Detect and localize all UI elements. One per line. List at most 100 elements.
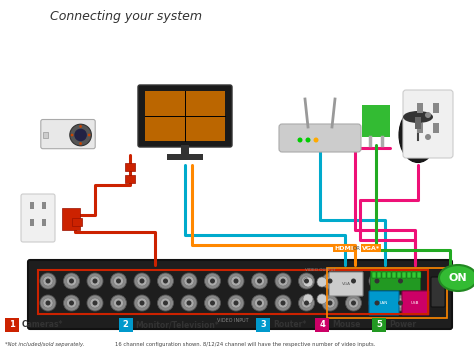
Bar	[315, 318, 329, 332]
Circle shape	[43, 298, 53, 308]
Bar	[167, 154, 203, 160]
Circle shape	[374, 278, 380, 284]
Circle shape	[369, 273, 385, 289]
Circle shape	[299, 295, 315, 311]
Circle shape	[374, 300, 380, 305]
Bar	[407, 272, 411, 278]
Circle shape	[304, 278, 309, 284]
Text: 16 channel configuration shown. 8/12/24 channel will have the respective number : 16 channel configuration shown. 8/12/24 …	[115, 342, 375, 347]
Circle shape	[231, 298, 241, 308]
Bar	[415, 117, 421, 129]
Circle shape	[306, 138, 310, 143]
FancyBboxPatch shape	[431, 277, 445, 307]
Circle shape	[40, 273, 56, 289]
Text: OR: OR	[353, 245, 361, 251]
Circle shape	[66, 276, 76, 286]
Text: VGA*: VGA*	[362, 245, 380, 251]
Circle shape	[228, 273, 244, 289]
Bar	[145, 91, 225, 141]
Circle shape	[348, 276, 358, 286]
Circle shape	[328, 300, 332, 305]
Circle shape	[208, 276, 218, 286]
Circle shape	[346, 295, 362, 311]
Text: 2: 2	[123, 320, 128, 329]
Bar	[256, 318, 270, 332]
Text: Power: Power	[389, 320, 416, 329]
Bar	[42, 219, 46, 226]
Circle shape	[257, 278, 262, 284]
Circle shape	[134, 273, 150, 289]
Circle shape	[70, 124, 91, 146]
Circle shape	[163, 278, 168, 284]
Bar	[118, 318, 133, 332]
Bar	[433, 103, 439, 113]
FancyBboxPatch shape	[41, 119, 95, 149]
Circle shape	[88, 134, 91, 136]
Text: 4: 4	[319, 320, 325, 329]
Circle shape	[208, 298, 218, 308]
Bar	[5, 318, 19, 332]
Bar	[382, 272, 386, 278]
Circle shape	[252, 295, 267, 311]
Circle shape	[252, 273, 267, 289]
Circle shape	[301, 298, 311, 308]
Circle shape	[79, 142, 82, 145]
Circle shape	[298, 138, 302, 143]
Text: HDMI: HDMI	[334, 245, 354, 251]
Circle shape	[116, 278, 121, 284]
Circle shape	[322, 295, 338, 311]
Circle shape	[184, 276, 194, 286]
Circle shape	[398, 300, 403, 305]
Circle shape	[46, 300, 51, 305]
Circle shape	[186, 278, 191, 284]
Circle shape	[301, 276, 311, 286]
Circle shape	[325, 298, 335, 308]
Circle shape	[64, 295, 80, 311]
Circle shape	[79, 125, 82, 128]
Bar	[377, 272, 381, 278]
Text: LAN: LAN	[380, 301, 388, 305]
Bar	[125, 163, 135, 171]
Circle shape	[116, 300, 121, 305]
Circle shape	[110, 295, 127, 311]
Circle shape	[74, 129, 87, 141]
Text: Cameras*: Cameras*	[22, 320, 63, 329]
Circle shape	[90, 298, 100, 308]
FancyBboxPatch shape	[403, 90, 453, 158]
Circle shape	[313, 138, 319, 143]
Bar	[392, 272, 396, 278]
Circle shape	[425, 134, 431, 140]
Circle shape	[275, 273, 291, 289]
Circle shape	[351, 300, 356, 305]
Circle shape	[43, 276, 53, 286]
Circle shape	[157, 273, 173, 289]
Bar	[43, 132, 48, 138]
Text: VIDEO INPUT: VIDEO INPUT	[217, 318, 249, 323]
Text: USB: USB	[411, 301, 419, 305]
Text: Mouse: Mouse	[332, 320, 361, 329]
Ellipse shape	[403, 111, 433, 123]
Text: 3: 3	[260, 320, 266, 329]
FancyBboxPatch shape	[369, 291, 399, 315]
Circle shape	[372, 276, 382, 286]
Circle shape	[425, 112, 431, 118]
Circle shape	[392, 295, 409, 311]
Text: Router*: Router*	[273, 320, 306, 329]
Circle shape	[92, 278, 98, 284]
Text: VGA: VGA	[341, 282, 350, 286]
Circle shape	[369, 295, 385, 311]
Circle shape	[69, 300, 74, 305]
Circle shape	[255, 276, 264, 286]
Circle shape	[66, 298, 76, 308]
Bar	[30, 202, 34, 209]
Text: ON: ON	[449, 273, 467, 283]
Circle shape	[137, 298, 147, 308]
Text: Monitor/Television*: Monitor/Television*	[136, 320, 219, 329]
Circle shape	[157, 295, 173, 311]
Circle shape	[395, 298, 405, 308]
Circle shape	[351, 278, 356, 284]
Circle shape	[71, 134, 73, 136]
Circle shape	[322, 273, 338, 289]
Circle shape	[304, 300, 309, 305]
Text: Connecting your system: Connecting your system	[50, 10, 202, 23]
